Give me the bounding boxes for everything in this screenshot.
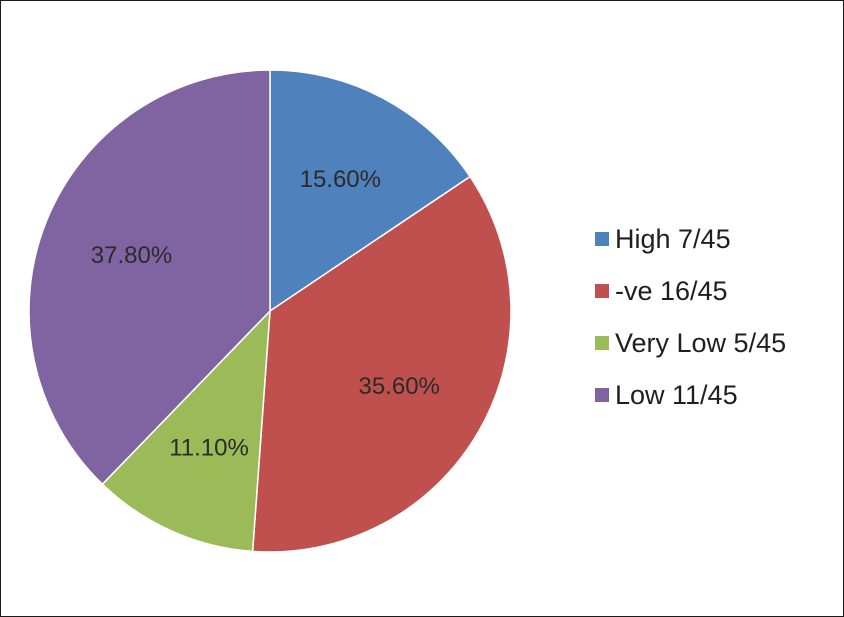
legend-item-high: High 7/45 (595, 213, 786, 265)
legend-label-high: High 7/45 (615, 223, 731, 254)
legend-swatch-low (595, 388, 609, 402)
legend-swatch-very-low (595, 336, 609, 350)
legend-swatch-negative (595, 284, 609, 298)
legend-label-very-low: Very Low 5/45 (615, 327, 787, 358)
pie-slice-very-low (101, 308, 271, 553)
legend-label-low: Low 11/45 (615, 379, 738, 410)
pie-slice-negative (251, 175, 512, 553)
slice-label-very-low: 11.10% (169, 434, 249, 461)
pie-slice-high (269, 69, 472, 313)
legend: High 7/45 -ve 16/45 Very Low 5/45 Low 11… (595, 213, 786, 421)
legend-item-negative: -ve 16/45 (595, 265, 786, 317)
pie-slice-low (28, 69, 271, 486)
legend-label-negative: -ve 16/45 (615, 275, 728, 306)
slice-label-negative: 35.60% (358, 373, 439, 400)
slice-label-high: 15.60% (300, 166, 381, 193)
legend-item-low: Low 11/45 (595, 369, 786, 421)
legend-item-very-low: Very Low 5/45 (595, 317, 786, 369)
slice-label-low: 37.80% (91, 242, 172, 269)
legend-swatch-high (595, 232, 609, 246)
